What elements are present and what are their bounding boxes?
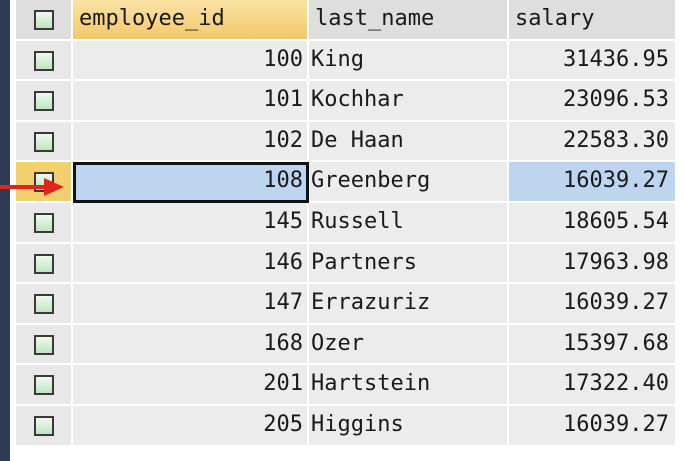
row-checkbox[interactable] xyxy=(34,131,54,152)
cell-last-name[interactable]: De Haan xyxy=(309,121,509,163)
row-selector[interactable] xyxy=(16,121,73,163)
row-checkbox[interactable] xyxy=(34,212,54,233)
cell-last-name[interactable]: Partners xyxy=(309,243,509,285)
cell-last-name[interactable]: Ozer xyxy=(309,324,509,366)
table-row[interactable]: 201 Hartstein 17322.40 xyxy=(16,365,677,406)
row-selector[interactable] xyxy=(16,405,73,447)
row-selector[interactable] xyxy=(16,324,73,366)
row-selector[interactable] xyxy=(16,202,73,244)
row-checkbox[interactable] xyxy=(34,375,54,396)
row-selector[interactable] xyxy=(16,81,73,122)
row-selector[interactable] xyxy=(16,40,73,82)
cell-employee-id[interactable]: 101 xyxy=(73,81,309,122)
row-selector[interactable] xyxy=(16,365,73,406)
table-row[interactable]: 205 Higgins 16039.27 xyxy=(16,405,677,447)
cell-last-name[interactable]: Greenberg xyxy=(309,162,509,203)
cell-last-name[interactable]: King xyxy=(309,40,509,82)
cell-salary[interactable]: 16039.27 xyxy=(509,162,677,203)
table-row-selected[interactable]: 108 Greenberg 16039.27 xyxy=(16,162,677,203)
row-checkbox[interactable] xyxy=(34,91,54,112)
cell-salary[interactable]: 31436.95 xyxy=(509,40,677,82)
table-row[interactable]: 168 Ozer 15397.68 xyxy=(16,324,677,366)
row-checkbox[interactable] xyxy=(34,334,54,355)
cell-salary[interactable]: 23096.53 xyxy=(509,81,677,122)
row-selector[interactable] xyxy=(16,284,73,325)
cell-last-name[interactable]: Higgins xyxy=(309,405,509,447)
table-row[interactable]: 147 Errazuriz 16039.27 xyxy=(16,284,677,325)
current-row-arrow-icon xyxy=(0,178,64,196)
cell-last-name[interactable]: Hartstein xyxy=(309,365,509,406)
select-all-checkbox[interactable] xyxy=(34,10,54,30)
cell-employee-id[interactable]: 108 xyxy=(73,162,309,203)
row-selector[interactable] xyxy=(16,243,73,285)
column-header-employee-id[interactable]: employee_id xyxy=(73,0,309,41)
cell-last-name[interactable]: Russell xyxy=(309,202,509,244)
cell-employee-id[interactable]: 146 xyxy=(73,243,309,285)
row-checkbox[interactable] xyxy=(34,50,54,71)
cell-employee-id[interactable]: 102 xyxy=(73,121,309,163)
row-checkbox[interactable] xyxy=(34,294,54,315)
select-all-header[interactable] xyxy=(16,0,73,41)
table-row[interactable]: 146 Partners 17963.98 xyxy=(16,243,677,285)
left-border-bar xyxy=(0,0,10,461)
cell-salary[interactable]: 22583.30 xyxy=(509,121,677,163)
cell-employee-id[interactable]: 145 xyxy=(73,202,309,244)
cell-employee-id[interactable]: 205 xyxy=(73,405,309,447)
table-row[interactable]: 101 Kochhar 23096.53 xyxy=(16,81,677,122)
header-row: employee_id last_name salary xyxy=(16,0,677,41)
cell-salary[interactable]: 15397.68 xyxy=(509,324,677,366)
cell-salary[interactable]: 18605.54 xyxy=(509,202,677,244)
cell-last-name[interactable]: Errazuriz xyxy=(309,284,509,325)
cell-last-name[interactable]: Kochhar xyxy=(309,81,509,122)
table-row[interactable]: 145 Russell 18605.54 xyxy=(16,202,677,244)
cell-employee-id[interactable]: 100 xyxy=(73,40,309,82)
column-header-last-name[interactable]: last_name xyxy=(309,0,509,41)
row-checkbox[interactable] xyxy=(34,253,54,274)
cell-employee-id[interactable]: 201 xyxy=(73,365,309,406)
cell-salary[interactable]: 16039.27 xyxy=(509,405,677,447)
data-grid: employee_id last_name salary 100 King 31… xyxy=(16,0,677,447)
table-row[interactable]: 102 De Haan 22583.30 xyxy=(16,121,677,163)
column-header-salary[interactable]: salary xyxy=(509,0,677,41)
row-checkbox[interactable] xyxy=(34,415,54,436)
cell-salary[interactable]: 17963.98 xyxy=(509,243,677,285)
cell-employee-id[interactable]: 168 xyxy=(73,324,309,366)
cell-salary[interactable]: 16039.27 xyxy=(509,284,677,325)
table-row[interactable]: 100 King 31436.95 xyxy=(16,40,677,82)
cell-employee-id[interactable]: 147 xyxy=(73,284,309,325)
cell-salary[interactable]: 17322.40 xyxy=(509,365,677,406)
